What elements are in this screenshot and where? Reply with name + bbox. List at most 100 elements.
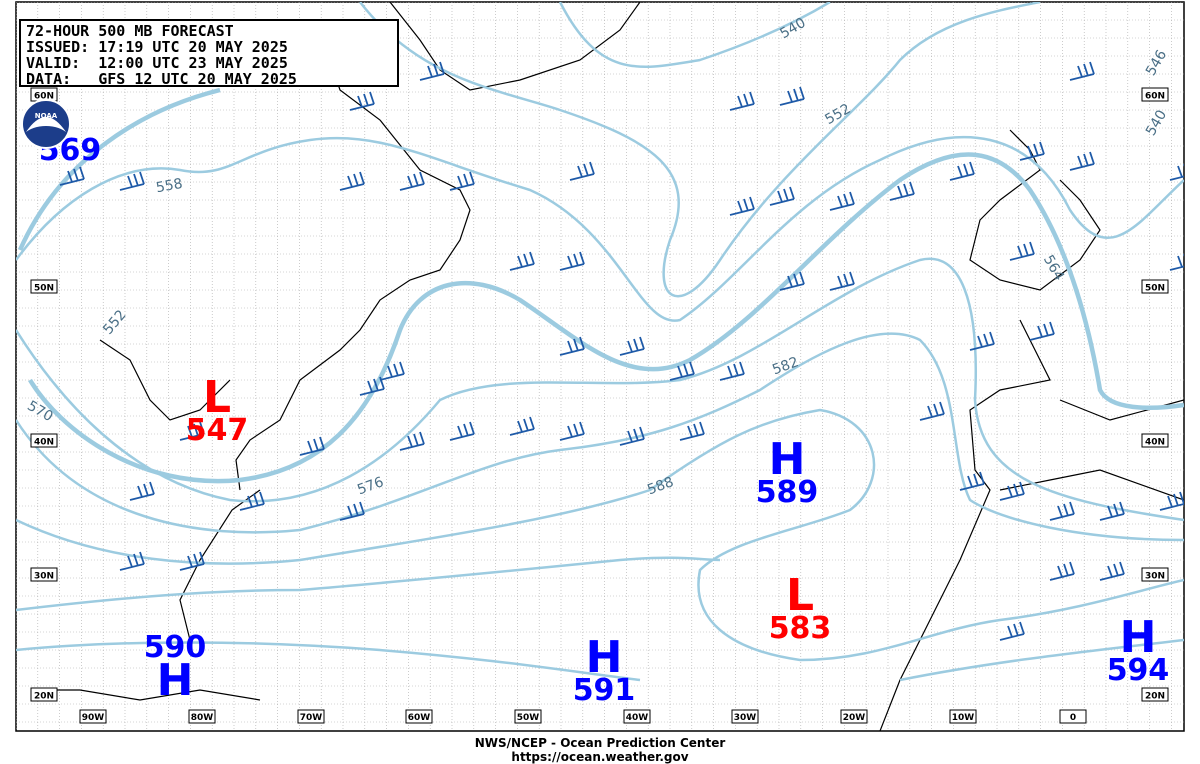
wind-barb bbox=[509, 251, 535, 271]
lon-label: 80W bbox=[191, 713, 214, 723]
center-value: 594 bbox=[1107, 653, 1170, 688]
lat-label-left: 40N bbox=[34, 438, 54, 448]
wind-barb bbox=[1009, 241, 1035, 261]
wind-barb bbox=[339, 501, 365, 521]
title-line: ISSUED: 17:19 UTC 20 MAY 2025 bbox=[26, 38, 288, 56]
wind-barb bbox=[509, 416, 535, 436]
title-line: VALID: 12:00 UTC 23 MAY 2025 bbox=[26, 54, 288, 72]
center-letter: H bbox=[586, 632, 623, 683]
wind-barb bbox=[119, 171, 145, 191]
wind-barb bbox=[1159, 491, 1184, 511]
wind-barb bbox=[1069, 61, 1095, 81]
lat-box bbox=[1141, 687, 1169, 702]
lon-label: 10W bbox=[952, 713, 975, 723]
lat-box bbox=[30, 433, 58, 448]
wind-barb bbox=[1049, 501, 1075, 521]
lat-box bbox=[30, 279, 58, 294]
lat-label-right: 50N bbox=[1145, 284, 1165, 294]
lat-box bbox=[30, 567, 58, 582]
lat-label-left: 20N bbox=[34, 692, 54, 702]
wind-barb bbox=[379, 361, 405, 381]
logo-text: NOAA bbox=[35, 112, 58, 120]
wind-barb bbox=[559, 421, 585, 441]
wind-barb bbox=[619, 426, 645, 446]
wind-barb bbox=[569, 161, 595, 181]
center-letter: H bbox=[1120, 612, 1157, 663]
wind-barb bbox=[779, 271, 805, 291]
center-letter: L bbox=[203, 372, 231, 423]
lon-box bbox=[731, 709, 759, 724]
lon-box bbox=[188, 709, 216, 724]
wind-barb bbox=[119, 551, 145, 571]
lon-box bbox=[949, 709, 977, 724]
wind-barb bbox=[769, 186, 795, 206]
wind-barb bbox=[679, 421, 705, 441]
lon-label: 20W bbox=[843, 713, 866, 723]
wind-barb bbox=[949, 161, 975, 181]
title-line: DATA: GFS 12 UTC 20 MAY 2025 bbox=[26, 70, 297, 88]
wind-barb bbox=[669, 361, 695, 381]
center-letter: H bbox=[769, 434, 806, 485]
wind-barb bbox=[299, 436, 325, 456]
lat-box bbox=[1141, 87, 1169, 102]
wind-barb bbox=[1099, 561, 1125, 581]
lon-label: 50W bbox=[517, 713, 540, 723]
wind-barb bbox=[239, 491, 265, 511]
lat-box bbox=[1141, 433, 1169, 448]
wind-barb bbox=[449, 171, 475, 191]
lon-box bbox=[1059, 709, 1087, 724]
lon-box bbox=[514, 709, 542, 724]
wind-barb bbox=[969, 331, 995, 351]
contour-label: 558 bbox=[155, 176, 184, 196]
lat-label-right: 30N bbox=[1145, 572, 1165, 582]
wind-barb bbox=[399, 171, 425, 191]
wind-barb bbox=[359, 376, 385, 396]
wind-barb bbox=[1069, 151, 1095, 171]
wind-barb bbox=[399, 431, 425, 451]
wind-barb bbox=[829, 271, 855, 291]
lon-box bbox=[623, 709, 651, 724]
center-value: 547 bbox=[186, 413, 249, 448]
wind-barb bbox=[1169, 254, 1184, 271]
lat-box bbox=[1141, 279, 1169, 294]
wind-barb bbox=[1029, 321, 1055, 341]
lon-box bbox=[840, 709, 868, 724]
lon-box bbox=[405, 709, 433, 724]
wind-barb bbox=[779, 86, 805, 106]
lon-label: 0 bbox=[1070, 713, 1076, 723]
lon-label: 70W bbox=[300, 713, 323, 723]
wind-barb bbox=[729, 91, 755, 111]
title-box bbox=[19, 19, 399, 87]
wind-barb bbox=[449, 421, 475, 441]
wind-barb bbox=[889, 181, 915, 201]
wind-barb bbox=[129, 481, 155, 501]
wind-barb bbox=[719, 361, 745, 381]
wind-barbs bbox=[59, 61, 1184, 641]
wind-barb bbox=[619, 336, 645, 356]
center-value: 591 bbox=[573, 673, 636, 708]
wind-barb bbox=[999, 621, 1025, 641]
coastlines bbox=[40, 2, 1184, 731]
noaa-logo bbox=[21, 99, 71, 149]
lon-label: 30W bbox=[734, 713, 757, 723]
lat-label-left: 30N bbox=[34, 572, 54, 582]
wind-barb bbox=[959, 471, 985, 491]
wind-barb bbox=[559, 251, 585, 271]
wind-barb bbox=[339, 171, 365, 191]
center-value: 590 bbox=[144, 630, 207, 665]
lon-label: 40W bbox=[626, 713, 649, 723]
center-value: 583 bbox=[769, 611, 832, 646]
wind-barb bbox=[559, 336, 585, 356]
wind-barb bbox=[829, 191, 855, 211]
center-letter: H bbox=[157, 655, 194, 706]
footer-agency: NWS/NCEP - Ocean Prediction Center bbox=[475, 736, 726, 750]
wind-barb bbox=[1099, 501, 1125, 521]
lon-label: 60W bbox=[408, 713, 431, 723]
lat-label-left: 60N bbox=[34, 92, 54, 102]
wind-barb bbox=[999, 481, 1025, 501]
lon-box bbox=[79, 709, 107, 724]
lat-box bbox=[1141, 567, 1169, 582]
lat-label-left: 50N bbox=[34, 284, 54, 294]
wind-barb bbox=[1169, 164, 1184, 181]
